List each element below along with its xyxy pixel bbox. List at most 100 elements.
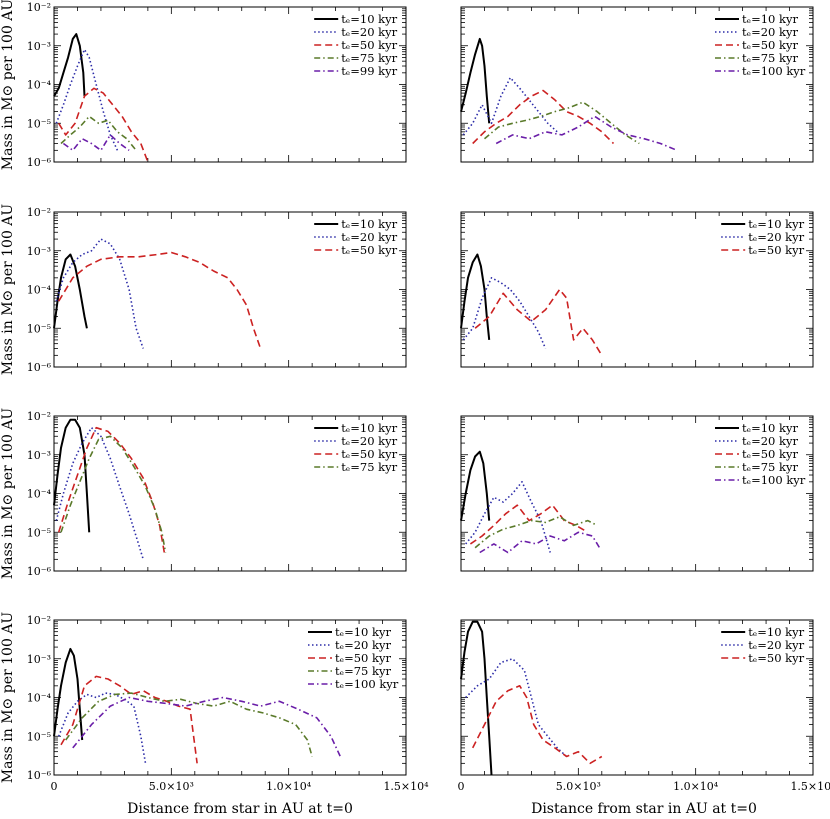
y-tick-label: 10⁻⁶	[27, 156, 52, 169]
y-axis-label: Mass in M⊙ per 100 AU	[0, 204, 16, 376]
legend-entry: tₑ=20 kyr	[341, 434, 397, 448]
legend-entry: tₑ=10 kyr	[748, 625, 804, 639]
series-line	[60, 115, 137, 151]
legend-entry: tₑ=20 kyr	[742, 25, 798, 39]
legend-entry: tₑ=75 kyr	[335, 664, 391, 678]
series-line	[55, 238, 144, 349]
legend-entry: tₑ=50 kyr	[748, 243, 804, 257]
panel-3: 10⁻⁶ 10⁻⁵ 10⁻⁴ 10⁻³ 10⁻² Mass in M⊙ per 100 A…	[0, 204, 407, 376]
series-line	[460, 450, 491, 521]
series-line	[53, 253, 88, 329]
series-line	[55, 48, 119, 151]
series-line	[53, 647, 84, 741]
legend-entry: tₑ=20 kyr	[341, 230, 397, 244]
legend-entry: tₑ=10 kyr	[748, 217, 804, 231]
y-tick-label: 10⁻⁶	[27, 361, 52, 374]
y-tick-label: 10⁻³	[27, 449, 51, 462]
y-axis-label: Mass in M⊙ per 100 AU	[0, 408, 16, 580]
x-tick-label: 0	[458, 780, 465, 793]
x-tick-label: 5.0×10³	[149, 780, 194, 793]
series-line	[460, 620, 493, 776]
legend-entry: tₑ=20 kyr	[748, 230, 804, 244]
series-line	[60, 435, 167, 553]
series-line	[465, 658, 568, 758]
series-line	[55, 426, 144, 560]
legend-entry: tₑ=50 kyr	[335, 651, 391, 665]
series-line	[72, 696, 342, 757]
y-tick-label: 10⁻⁴	[27, 488, 52, 501]
y-axis-label: Mass in M⊙ per 100 AU	[0, 612, 16, 784]
series-line	[460, 253, 491, 341]
x-tick-label: 1.0×10⁴	[673, 780, 719, 793]
y-tick-label: 10⁻⁴	[27, 692, 52, 705]
legend-entry: tₑ=50 kyr	[341, 38, 397, 52]
legend-entry: tₑ=10 kyr	[341, 217, 397, 231]
y-tick-label: 10⁻⁶	[27, 769, 52, 782]
series-line	[483, 101, 640, 145]
series-line	[460, 37, 491, 124]
x-axis-label: Distance from star in AU at t=0	[531, 801, 757, 817]
series-line	[62, 134, 130, 152]
y-axis-label: Mass in M⊙ per 100 AU	[0, 0, 16, 170]
y-tick-label: 10⁻³	[27, 40, 51, 53]
series-line	[53, 418, 91, 533]
series-line	[465, 481, 551, 553]
legend-entry: tₑ=99 kyr	[341, 64, 397, 78]
panel-grid: 10⁻⁶ 10⁻⁵ 10⁻⁴ 10⁻³ 10⁻² Mass in M⊙ per 100 A…	[0, 0, 830, 793]
legend-entry: tₑ=75 kyr	[742, 460, 798, 474]
y-tick-label: 10⁻⁴	[27, 284, 52, 297]
legend-entry: tₑ=20 kyr	[341, 25, 397, 39]
series-line	[60, 675, 198, 764]
legend-entry: tₑ=50 kyr	[341, 243, 397, 257]
panel-5: 10⁻⁶ 10⁻⁵ 10⁻⁴ 10⁻³ 10⁻² Mass in M⊙ per 100 A…	[0, 408, 407, 580]
legend-entry: tₑ=20 kyr	[742, 434, 798, 448]
x-tick-label: 1.5×10⁴	[790, 780, 830, 793]
series-line	[495, 115, 678, 152]
legend-entry: tₑ=100 kyr	[335, 677, 399, 691]
legend-entry: tₑ=20 kyr	[335, 638, 391, 652]
y-tick-label: 10⁻³	[27, 245, 51, 258]
series-line	[479, 531, 601, 554]
y-tick-label: 10⁻⁵	[27, 322, 51, 335]
y-tick-label: 10⁻²	[27, 410, 51, 423]
legend-entry: tₑ=50 kyr	[341, 447, 397, 461]
legend-entry: tₑ=75 kyr	[742, 51, 798, 65]
series-line	[58, 251, 262, 349]
series-line	[57, 692, 147, 764]
series-line	[58, 87, 149, 163]
series-line	[462, 277, 547, 349]
legend-entry: tₑ=50 kyr	[742, 38, 798, 52]
y-tick-label: 10⁻⁵	[27, 526, 51, 539]
series-line	[57, 426, 166, 553]
x-tick-label: 1.0×10⁴	[266, 780, 312, 793]
y-tick-label: 10⁻⁵	[27, 117, 51, 130]
legend-entry: tₑ=50 kyr	[742, 447, 798, 461]
series-line	[471, 685, 603, 765]
panel-7: 10⁻⁶ 10⁻⁵ 10⁻⁴ 10⁻³ 10⁻² Mass in M⊙ per 100 A…	[0, 612, 429, 793]
legend-entry: tₑ=20 kyr	[748, 638, 804, 652]
x-tick-label: 1.5×10⁴	[383, 780, 429, 793]
legend-entry: tₑ=75 kyr	[341, 460, 397, 474]
y-tick-label: 10⁻²	[27, 206, 51, 219]
series-line	[65, 692, 313, 757]
legend-entry: tₑ=10 kyr	[341, 421, 397, 435]
x-tick-label: 0	[51, 780, 58, 793]
series-line	[474, 288, 603, 356]
legend-entry: tₑ=10 kyr	[742, 12, 798, 26]
series-line	[474, 516, 598, 549]
legend-entry: tₑ=10 kyr	[742, 421, 798, 435]
series-line	[469, 504, 589, 545]
